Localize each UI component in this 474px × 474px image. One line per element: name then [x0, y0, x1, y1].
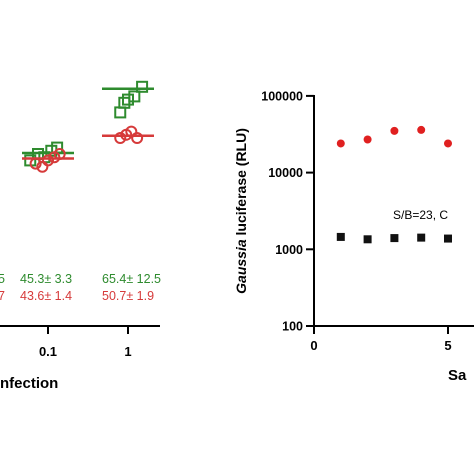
left-stat-cell: 65.4± 12.5	[102, 272, 161, 286]
right-y-axis-label-italic: Gaussia	[233, 239, 249, 294]
left-stat-cell: 45.3± 3.3	[20, 272, 72, 286]
right-series-0-point	[444, 139, 452, 148]
right-series-1-point	[417, 233, 426, 242]
right-series-1-point	[363, 235, 372, 244]
right-y-tick-label: 100	[282, 320, 303, 334]
left-series-0-point	[128, 90, 141, 103]
right-series-1-point	[444, 234, 452, 243]
right-series-1-point	[336, 232, 345, 241]
left-x-tick-label: 1	[124, 344, 131, 359]
right-series-1-point	[390, 234, 399, 243]
left-series-1-point	[131, 132, 144, 144]
right-y-tick-label: 100000	[261, 89, 303, 103]
right-series-0-point	[390, 126, 399, 135]
right-y-tick-label: 10000	[268, 166, 303, 180]
right-series-0-point	[417, 125, 426, 134]
right-y-axis-label-rest: luciferase (RLU)	[233, 128, 249, 239]
left-chart: 0.1 1 5 45.3± 3.3 65.4± 12.5 7 43.6± 1.4 50.7±…	[0, 80, 161, 392]
left-series-0-point	[122, 93, 134, 106]
right-series-0-point	[363, 135, 372, 144]
left-series-0-point	[136, 80, 149, 93]
right-y-tick-label: 1000	[275, 243, 303, 257]
left-series-1-point	[114, 132, 127, 144]
right-y-axis-label: Gaussia luciferase (RLU)	[233, 128, 249, 294]
right-annotation: S/B=23, C	[393, 208, 448, 222]
left-x-tick-label: 0.1	[39, 344, 57, 359]
left-x-axis-label: nfection	[0, 375, 58, 392]
left-series-0-point	[114, 106, 127, 119]
left-stat-cell: 43.6± 1.4	[20, 289, 72, 303]
right-series-0-point	[336, 139, 345, 148]
left-series-1-point	[42, 154, 54, 167]
right-x-tick-label: 0	[310, 338, 317, 353]
left-series-0-point	[118, 96, 131, 109]
left-stat-cell: 7	[0, 289, 5, 303]
right-x-tick-label: 5	[444, 338, 451, 353]
left-stat-cell: 50.7± 1.9	[102, 289, 154, 303]
left-stat-cell: 5	[0, 272, 5, 286]
right-x-axis-label: Sa	[448, 367, 467, 384]
